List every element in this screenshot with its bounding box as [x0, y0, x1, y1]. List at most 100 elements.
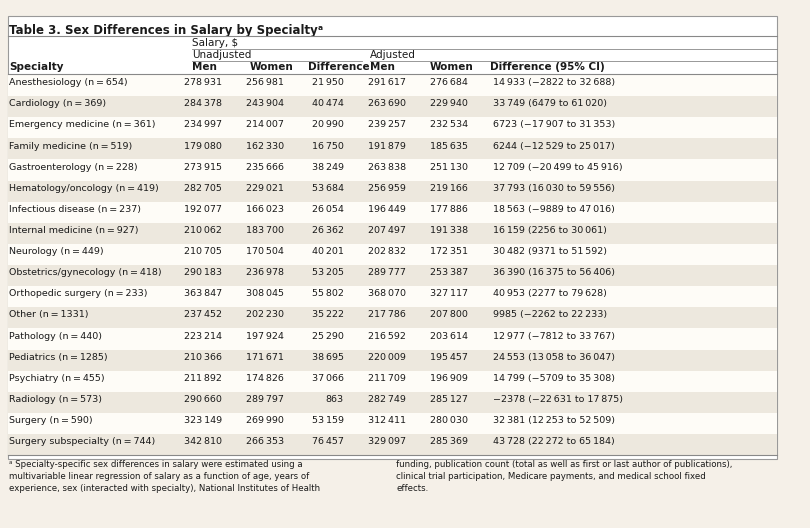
- Text: 177 886: 177 886: [430, 205, 468, 214]
- Text: 170 504: 170 504: [246, 247, 284, 256]
- Text: Orthopedic surgery (n = 233): Orthopedic surgery (n = 233): [10, 289, 148, 298]
- Text: 202 230: 202 230: [246, 310, 284, 319]
- Text: 263 690: 263 690: [369, 99, 407, 108]
- Text: 290 183: 290 183: [184, 268, 222, 277]
- Text: Cardiology (n = 369): Cardiology (n = 369): [10, 99, 107, 108]
- Text: 53 205: 53 205: [312, 268, 343, 277]
- Text: 282 705: 282 705: [184, 184, 222, 193]
- Text: 35 222: 35 222: [312, 310, 343, 319]
- Text: 185 635: 185 635: [430, 142, 468, 150]
- Text: 269 990: 269 990: [246, 416, 284, 425]
- Text: 25 290: 25 290: [312, 332, 343, 341]
- Text: 12 709 (−20 499 to 45 916): 12 709 (−20 499 to 45 916): [492, 163, 622, 172]
- Text: 280 030: 280 030: [430, 416, 468, 425]
- Text: 256 959: 256 959: [369, 184, 407, 193]
- Text: 234 997: 234 997: [184, 120, 222, 129]
- Text: 235 666: 235 666: [246, 163, 284, 172]
- Bar: [8, 159, 777, 181]
- Bar: [8, 244, 777, 265]
- Bar: [8, 96, 777, 117]
- Text: 183 700: 183 700: [246, 226, 284, 235]
- Text: 196 909: 196 909: [430, 374, 468, 383]
- Text: 282 749: 282 749: [369, 395, 407, 404]
- Text: 202 832: 202 832: [369, 247, 407, 256]
- Text: 290 660: 290 660: [184, 395, 222, 404]
- Bar: [8, 138, 777, 159]
- Text: 217 786: 217 786: [369, 310, 407, 319]
- Bar: [8, 181, 777, 202]
- Text: 38 249: 38 249: [312, 163, 343, 172]
- Text: 289 797: 289 797: [246, 395, 284, 404]
- Text: 166 023: 166 023: [246, 205, 284, 214]
- Text: Obstetrics/gynecology (n = 418): Obstetrics/gynecology (n = 418): [10, 268, 162, 277]
- Text: 276 684: 276 684: [430, 78, 468, 87]
- Text: 6723 (−17 907 to 31 353): 6723 (−17 907 to 31 353): [492, 120, 615, 129]
- Text: Neurology (n = 449): Neurology (n = 449): [10, 247, 104, 256]
- Text: Psychiatry (n = 455): Psychiatry (n = 455): [10, 374, 105, 383]
- Text: 210 366: 210 366: [184, 353, 222, 362]
- Text: 192 077: 192 077: [184, 205, 222, 214]
- Text: Family medicine (n = 519): Family medicine (n = 519): [10, 142, 133, 150]
- Text: 312 411: 312 411: [369, 416, 407, 425]
- Text: 219 166: 219 166: [430, 184, 468, 193]
- Text: Women: Women: [430, 62, 474, 72]
- Text: 323 149: 323 149: [184, 416, 222, 425]
- Text: 9985 (−2262 to 22 233): 9985 (−2262 to 22 233): [492, 310, 607, 319]
- Text: 36 390 (16 375 to 56 406): 36 390 (16 375 to 56 406): [492, 268, 615, 277]
- Text: Specialty: Specialty: [10, 62, 64, 72]
- Text: −2378 (−22 631 to 17 875): −2378 (−22 631 to 17 875): [492, 395, 623, 404]
- Text: 172 351: 172 351: [430, 247, 468, 256]
- Text: 14 933 (−2822 to 32 688): 14 933 (−2822 to 32 688): [492, 78, 615, 87]
- Text: 171 671: 171 671: [246, 353, 284, 362]
- Text: Table 3. Sex Differences in Salary by Specialtyᵃ: Table 3. Sex Differences in Salary by Sp…: [10, 24, 323, 37]
- Text: 363 847: 363 847: [184, 289, 222, 298]
- Bar: [8, 117, 777, 138]
- Text: 223 214: 223 214: [184, 332, 222, 341]
- Text: 40 201: 40 201: [312, 247, 343, 256]
- Text: 37 066: 37 066: [312, 374, 343, 383]
- Text: ᵃ Specialty-specific sex differences in salary were estimated using a
multivaria: ᵃ Specialty-specific sex differences in …: [10, 460, 321, 493]
- Text: 40 474: 40 474: [312, 99, 343, 108]
- Text: 329 097: 329 097: [369, 437, 407, 446]
- Text: 278 931: 278 931: [184, 78, 222, 87]
- Text: 38 695: 38 695: [312, 353, 343, 362]
- Bar: [8, 413, 777, 434]
- Bar: [8, 223, 777, 244]
- Text: 37 793 (16 030 to 59 556): 37 793 (16 030 to 59 556): [492, 184, 615, 193]
- Text: 342 810: 342 810: [184, 437, 222, 446]
- Text: Salary, $: Salary, $: [192, 38, 238, 48]
- Text: 251 130: 251 130: [430, 163, 468, 172]
- Text: 210 705: 210 705: [184, 247, 222, 256]
- Text: 76 457: 76 457: [312, 437, 343, 446]
- Text: 273 915: 273 915: [184, 163, 222, 172]
- Text: 195 457: 195 457: [430, 353, 468, 362]
- Text: 18 563 (−9889 to 47 016): 18 563 (−9889 to 47 016): [492, 205, 615, 214]
- Text: Infectious disease (n = 237): Infectious disease (n = 237): [10, 205, 142, 214]
- Text: 266 353: 266 353: [245, 437, 284, 446]
- Text: 237 452: 237 452: [184, 310, 222, 319]
- Text: 368 070: 368 070: [369, 289, 407, 298]
- Text: Surgery (n = 590): Surgery (n = 590): [10, 416, 93, 425]
- Text: 229 021: 229 021: [246, 184, 284, 193]
- Text: 211 892: 211 892: [184, 374, 222, 383]
- Text: Unadjusted: Unadjusted: [192, 50, 252, 60]
- Text: 207 800: 207 800: [430, 310, 468, 319]
- Text: 32 381 (12 253 to 52 509): 32 381 (12 253 to 52 509): [492, 416, 615, 425]
- Text: Emergency medicine (n = 361): Emergency medicine (n = 361): [10, 120, 156, 129]
- Text: Other (n = 1331): Other (n = 1331): [10, 310, 89, 319]
- Bar: [8, 16, 777, 459]
- Text: 53 159: 53 159: [312, 416, 343, 425]
- Text: Pathology (n = 440): Pathology (n = 440): [10, 332, 102, 341]
- Text: 863: 863: [326, 395, 343, 404]
- Text: 16 750: 16 750: [312, 142, 343, 150]
- Text: 6244 (−12 529 to 25 017): 6244 (−12 529 to 25 017): [492, 142, 614, 150]
- Bar: [8, 371, 777, 392]
- Text: 196 449: 196 449: [369, 205, 407, 214]
- Text: Radiology (n = 573): Radiology (n = 573): [10, 395, 102, 404]
- Bar: [8, 392, 777, 413]
- Text: funding, publication count (total as well as first or last author of publication: funding, publication count (total as wel…: [396, 460, 732, 493]
- Text: 55 802: 55 802: [312, 289, 343, 298]
- Text: Adjusted: Adjusted: [370, 50, 416, 60]
- Bar: [8, 202, 777, 223]
- Text: 20 990: 20 990: [312, 120, 343, 129]
